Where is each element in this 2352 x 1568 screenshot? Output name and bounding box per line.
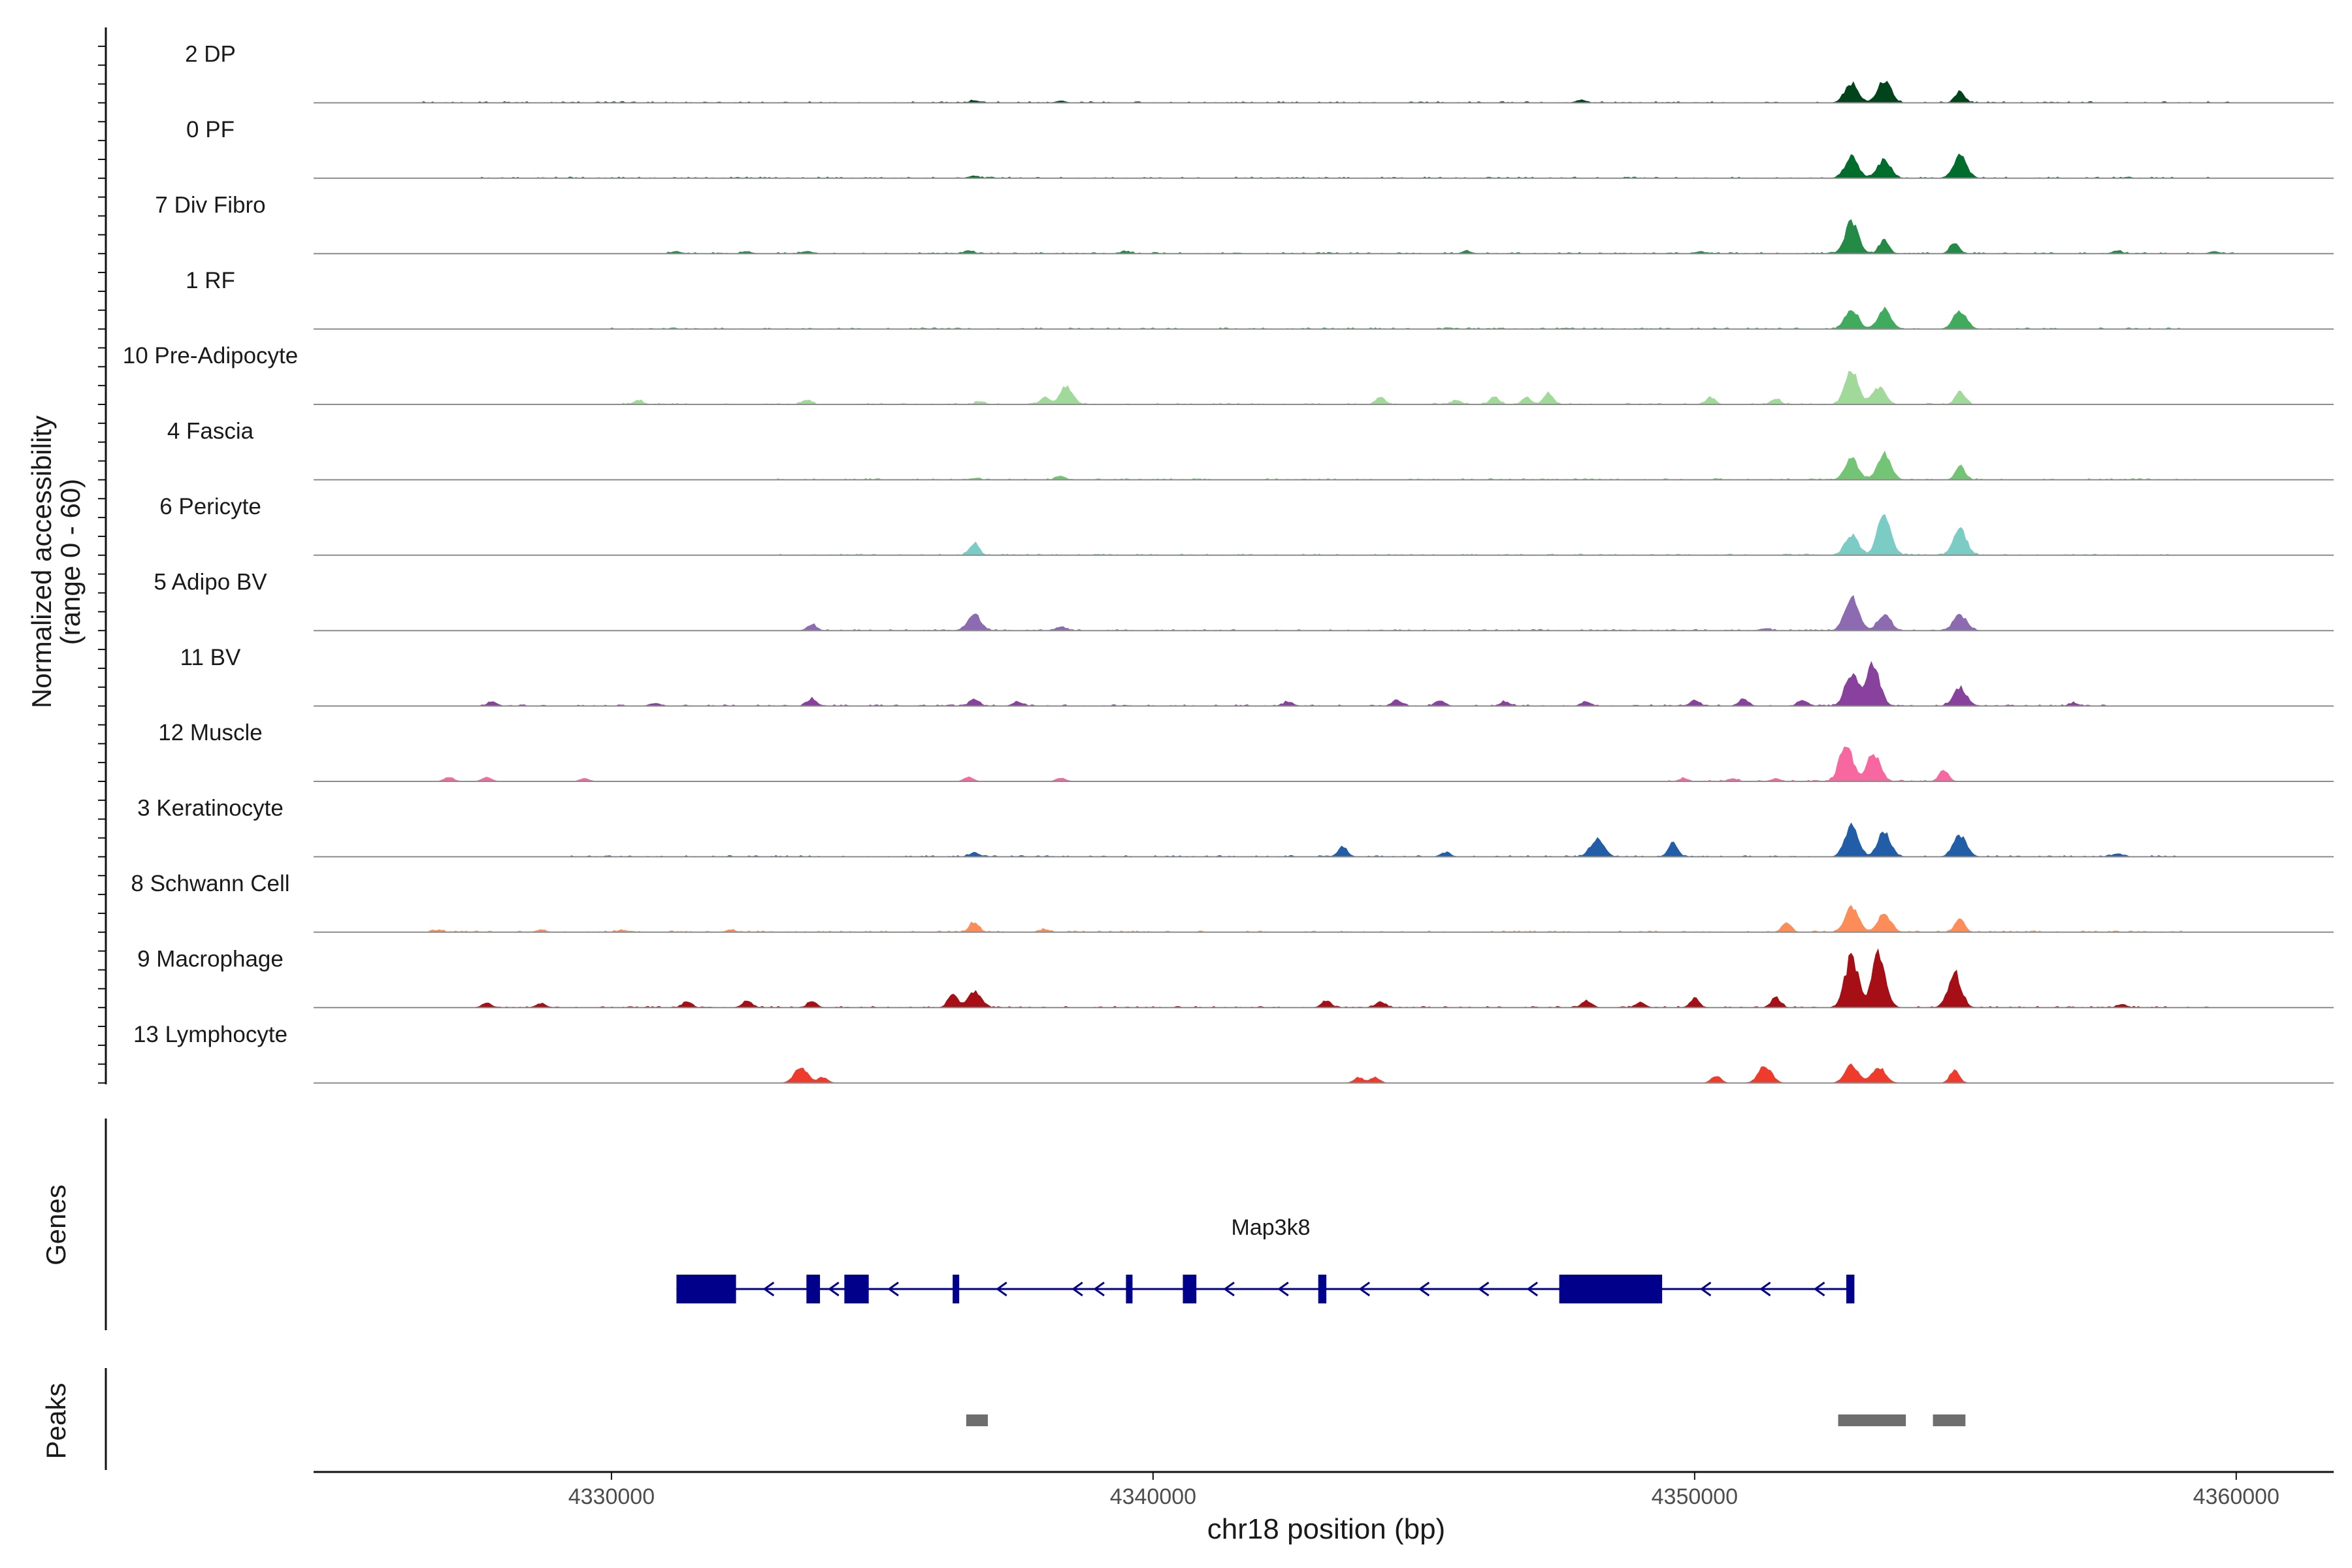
track-8-schwann-cell: 8 Schwann Cell — [131, 871, 2334, 933]
track-5-adipo-bv: 5 Adipo BV — [154, 569, 2334, 632]
strand-arrow-icon — [1223, 1281, 1235, 1297]
gene-exon — [844, 1275, 869, 1303]
track-coverage-area — [314, 80, 2334, 103]
gene-exon — [1318, 1275, 1327, 1303]
strand-arrow-icon — [1358, 1281, 1371, 1297]
track-coverage-area — [314, 154, 2334, 179]
x-tick-label: 4360000 — [2193, 1484, 2279, 1509]
strand-arrow-icon — [1759, 1281, 1771, 1297]
track-label: 8 Schwann Cell — [131, 871, 289, 896]
peak-region — [1933, 1414, 1966, 1426]
y-axis-title: Normalized accessibility — [26, 416, 57, 708]
peak-region — [966, 1414, 988, 1426]
track-coverage-area — [314, 822, 2334, 857]
peak-region — [1838, 1414, 1906, 1426]
track-coverage-area — [314, 450, 2334, 480]
track-12-muscle: 12 Muscle — [158, 720, 2334, 782]
strand-arrow-icon — [1526, 1281, 1539, 1297]
track-label: 6 Pericyte — [159, 494, 261, 519]
track-label: 1 RF — [186, 268, 235, 293]
y-axis-subtitle: (range 0 - 60) — [55, 479, 86, 645]
track-9-macrophage: 9 Macrophage — [137, 946, 2334, 1009]
track-3-keratinocyte: 3 Keratinocyte — [137, 796, 2334, 858]
gene-name-label: Map3k8 — [1232, 1215, 1311, 1240]
strand-arrow-icon — [1699, 1281, 1712, 1297]
track-label: 13 Lymphocyte — [133, 1022, 287, 1047]
track-coverage-area — [314, 661, 2334, 707]
x-tick-label: 4330000 — [568, 1484, 655, 1509]
strand-arrow-icon — [762, 1281, 775, 1297]
track-6-pericyte: 6 Pericyte — [159, 494, 2334, 556]
track-label: 5 Adipo BV — [154, 569, 267, 595]
track-coverage-area — [314, 370, 2334, 405]
track-label: 10 Pre-Adipocyte — [123, 343, 298, 368]
strand-arrow-icon — [1093, 1281, 1105, 1297]
track-coverage-area — [314, 514, 2334, 556]
track-0-pf: 0 PF — [186, 117, 2334, 179]
track-label: 11 BV — [180, 645, 241, 670]
track-coverage-area — [314, 905, 2334, 933]
x-axis: 4330000 4340000 4350000 4360000 — [314, 1471, 2334, 1509]
strand-arrow-icon — [996, 1281, 1007, 1297]
gene-panel — [676, 1275, 1855, 1303]
track-coverage-area — [314, 1063, 2334, 1084]
gene-exon — [806, 1275, 821, 1303]
track-coverage-area — [314, 595, 2334, 631]
strand-arrow-icon — [1418, 1281, 1430, 1297]
x-axis-title: chr18 position (bp) — [1207, 1513, 1445, 1545]
track-label: 3 Keratinocyte — [137, 796, 284, 821]
gene-exon — [1846, 1275, 1855, 1303]
peak-panel — [966, 1414, 1966, 1426]
strand-arrow-icon — [1813, 1281, 1825, 1297]
gene-exon — [676, 1275, 736, 1303]
track-1-rf: 1 RF — [186, 268, 2334, 330]
track-coverage-area — [314, 746, 2334, 782]
track-10-pre-adipocyte: 10 Pre-Adipocyte — [123, 343, 2334, 405]
track-7-div-fibro: 7 Div Fibro — [155, 192, 2334, 255]
peaks-panel-label: Peaks — [41, 1383, 71, 1460]
track-coverage-area — [314, 948, 2334, 1008]
gene-exon — [1126, 1275, 1133, 1303]
x-tick-label: 4350000 — [1652, 1484, 1738, 1509]
genes-panel-label: Genes — [41, 1184, 71, 1266]
coverage-tracks: 2 DP 0 PF 7 Div Fibro 1 RF 10 Pre-Adipocyte 4… — [123, 42, 2334, 1084]
x-tick-label: 4340000 — [1110, 1484, 1196, 1509]
track-4-fascia: 4 Fascia — [167, 419, 2334, 481]
gene-exon — [1559, 1275, 1663, 1303]
strand-arrow-icon — [1477, 1281, 1490, 1297]
strand-arrow-icon — [828, 1281, 840, 1297]
strand-arrow-icon — [887, 1281, 899, 1297]
track-label: 0 PF — [186, 117, 235, 142]
track-coverage-area — [314, 306, 2334, 330]
track-11-bv: 11 BV — [180, 645, 2334, 707]
gene-exon — [953, 1275, 960, 1303]
track-label: 4 Fascia — [167, 419, 254, 444]
strand-arrow-icon — [1277, 1281, 1289, 1297]
track-label: 7 Div Fibro — [155, 192, 265, 218]
track-coverage-area — [314, 219, 2334, 254]
strand-arrow-icon — [1071, 1281, 1083, 1297]
track-2-dp: 2 DP — [185, 42, 2334, 104]
track-label: 12 Muscle — [158, 720, 263, 745]
left-axes — [98, 27, 107, 1470]
track-label: 9 Macrophage — [137, 946, 284, 972]
gene-exon — [1183, 1275, 1197, 1303]
track-label: 2 DP — [185, 42, 236, 67]
track-13-lymphocyte: 13 Lymphocyte — [133, 1022, 2334, 1084]
